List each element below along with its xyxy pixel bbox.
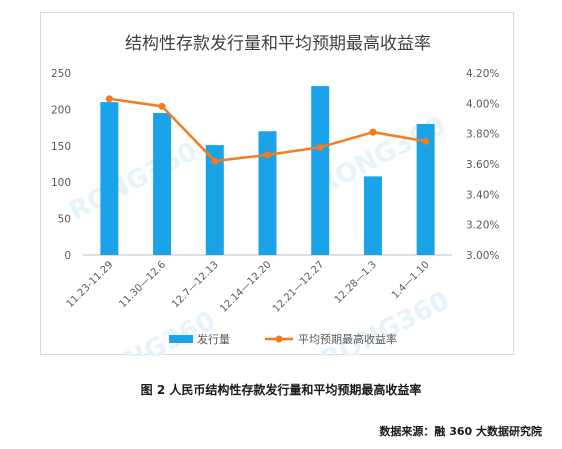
rate-point xyxy=(211,157,219,165)
chart: 结构性存款发行量和平均预期最高收益率 RONG360 RONG360 RONG3… xyxy=(51,34,499,356)
bar-series xyxy=(100,86,435,256)
left-tick-label: 200 xyxy=(51,104,71,116)
x-tick-label: 11.30—12.6 xyxy=(117,259,168,310)
x-tick-label: 12.28—1.3 xyxy=(333,259,379,305)
figure-caption: 图 2 人民币结构性存款发行量和平均预期最高收益率 xyxy=(140,383,422,397)
left-tick-label: 0 xyxy=(64,250,71,262)
right-tick-label: 3.40% xyxy=(466,189,499,201)
line-series xyxy=(105,95,430,165)
left-tick-label: 50 xyxy=(58,214,71,226)
bar xyxy=(416,123,435,256)
rate-point xyxy=(422,137,430,145)
legend-swatch-bar xyxy=(169,335,193,343)
rate-point xyxy=(264,151,271,159)
legend-label-line: 平均预期最高收益率 xyxy=(298,332,397,346)
right-tick-label: 3.20% xyxy=(466,220,499,232)
legend: 发行量 平均预期最高收益率 xyxy=(169,332,397,346)
rate-point xyxy=(316,143,324,151)
data-source: 数据来源：融 360 大数据研究院 xyxy=(379,425,542,438)
legend-swatch-marker xyxy=(275,335,283,343)
bar xyxy=(258,131,277,255)
x-tick-label: 12.7—12.13 xyxy=(170,259,221,310)
bar xyxy=(311,86,330,255)
right-y-axis: 3.00% 3.20% 3.40% 3.60% 3.80% 4.00% 4.20% xyxy=(466,68,499,262)
rate-point xyxy=(105,95,113,103)
left-tick-label: 150 xyxy=(51,141,71,153)
svg-text:RONG360: RONG360 xyxy=(82,306,220,356)
watermark-1: RONG360 xyxy=(64,137,202,227)
x-axis-labels: 11.23-11.29 11.30—12.6 12.7—12.1312.14—12.… xyxy=(65,259,432,314)
bar xyxy=(153,113,172,255)
svg-text:RONG360: RONG360 xyxy=(64,137,202,227)
watermark-3: RONG360 xyxy=(82,306,220,356)
right-tick-label: 4.20% xyxy=(466,68,499,80)
bar xyxy=(205,145,224,255)
x-tick-label: 12.21—12.27 xyxy=(271,259,326,314)
left-tick-label: 250 xyxy=(51,68,71,80)
chart-frame: 结构性存款发行量和平均预期最高收益率 RONG360 RONG360 RONG3… xyxy=(40,12,514,356)
right-tick-label: 4.00% xyxy=(466,98,499,110)
x-tick-label: 12.14—12.20 xyxy=(218,259,273,314)
left-tick-label: 100 xyxy=(51,177,71,189)
bar xyxy=(363,176,382,255)
rate-point xyxy=(369,128,377,136)
bar xyxy=(100,102,119,256)
right-tick-label: 3.60% xyxy=(466,159,499,171)
right-tick-label: 3.00% xyxy=(466,250,499,262)
chart-title: 结构性存款发行量和平均预期最高收益率 xyxy=(125,34,431,54)
legend-label-bar: 发行量 xyxy=(197,332,230,346)
x-tick-label: 11.23-11.29 xyxy=(65,259,116,310)
rate-point xyxy=(158,102,166,110)
left-y-axis: 0 50 100 150 200 250 xyxy=(51,68,71,262)
right-tick-label: 3.80% xyxy=(466,129,499,141)
